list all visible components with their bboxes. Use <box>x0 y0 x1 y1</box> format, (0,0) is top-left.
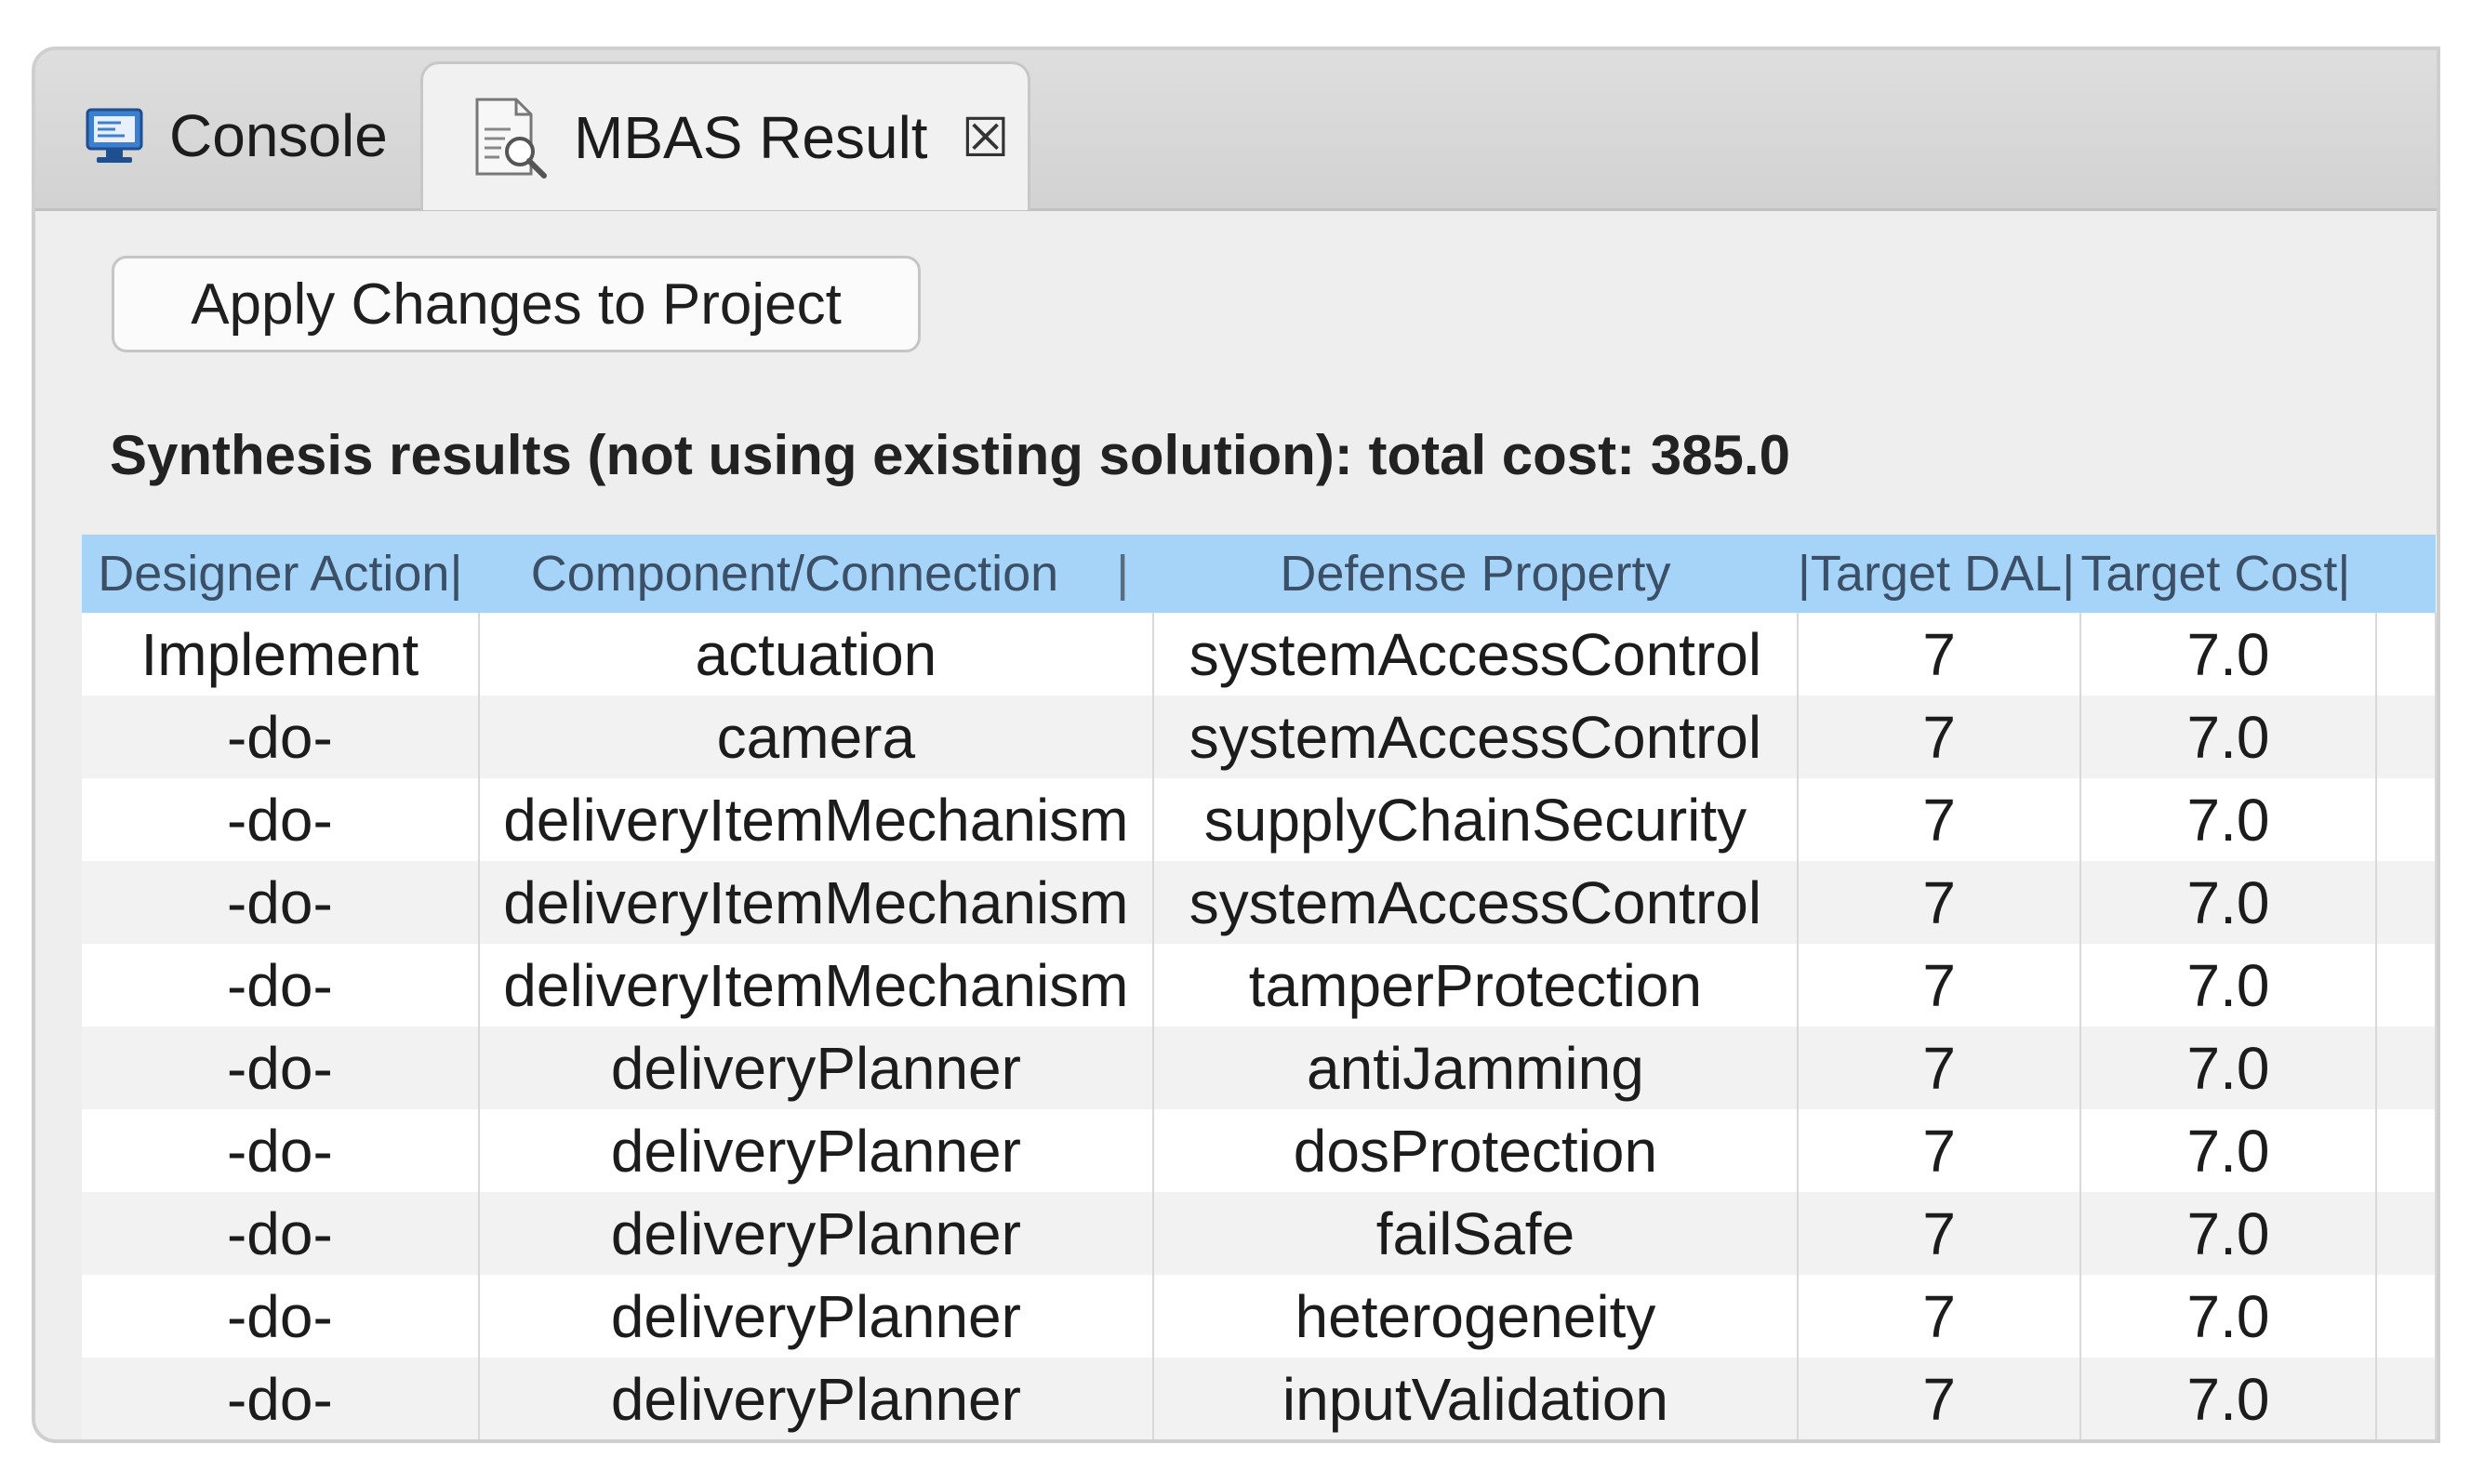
cell-defense-property: systemAccessControl <box>1152 861 1799 944</box>
cell-target-dal: 7 <box>1797 1027 2082 1109</box>
table-row[interactable]: -do- deliveryPlanner failSafe 7 7.0 <box>82 1192 2437 1275</box>
cell-filler <box>2375 1027 2437 1109</box>
cell-filler <box>2375 1275 2437 1358</box>
cell-filler <box>2375 1192 2437 1275</box>
results-table-container[interactable]: Designer Action| Component/Connection | D… <box>82 535 2437 1439</box>
console-icon <box>84 106 145 166</box>
column-header-designer-action[interactable]: Designer Action| <box>82 535 479 613</box>
cell-target-dal: 7 <box>1797 613 2082 696</box>
cell-target-cost: 7.0 <box>2080 1192 2377 1275</box>
cell-target-cost: 7.0 <box>2080 1109 2377 1192</box>
cell-designer-action: -do- <box>82 696 480 778</box>
result-content: Apply Changes to Project Synthesis resul… <box>35 211 2437 1439</box>
cell-target-cost: 7.0 <box>2080 613 2377 696</box>
table-row[interactable]: -do- deliveryItemMechanism supplyChainSe… <box>82 778 2437 861</box>
tab-console-label: Console <box>169 102 388 169</box>
column-header-target-cost-label: Target Cost| <box>2080 546 2351 602</box>
synthesis-summary: Synthesis results (not using existing so… <box>110 424 1790 486</box>
table-row[interactable]: -do- deliveryPlanner antiJamming 7 7.0 <box>82 1027 2437 1109</box>
cell-component: deliveryPlanner <box>478 1027 1154 1109</box>
tab-console[interactable]: Console <box>45 63 426 208</box>
column-header-component[interactable]: Component/Connection | <box>478 535 1153 613</box>
cell-component: deliveryPlanner <box>478 1358 1154 1439</box>
cell-component: camera <box>478 696 1154 778</box>
tab-mbas-result[interactable]: MBAS Result ☒ <box>420 61 1030 210</box>
cell-component: deliveryPlanner <box>478 1275 1154 1358</box>
cell-component: deliveryItemMechanism <box>478 861 1154 944</box>
cell-defense-property: inputValidation <box>1152 1358 1799 1439</box>
close-tab-icon[interactable]: ☒ <box>961 107 1010 168</box>
cell-component: deliveryPlanner <box>478 1192 1154 1275</box>
cell-target-cost: 7.0 <box>2080 944 2377 1027</box>
cell-designer-action: -do- <box>82 944 480 1027</box>
cell-designer-action: Implement <box>82 613 480 696</box>
column-header-defense-property-label: Defense Property <box>1280 546 1671 602</box>
cell-filler <box>2375 944 2437 1027</box>
column-header-target-dal[interactable]: |Target DAL| <box>1797 535 2081 613</box>
cell-target-cost: 7.0 <box>2080 696 2377 778</box>
cell-target-cost: 7.0 <box>2080 861 2377 944</box>
table-row[interactable]: -do- deliveryPlanner inputValidation 7 7… <box>82 1358 2437 1439</box>
table-row[interactable]: Implement actuation systemAccessControl … <box>82 613 2437 696</box>
cell-defense-property: antiJamming <box>1152 1027 1799 1109</box>
mbas-result-view: Console MBAS Result ☒ Apply Changes to P… <box>32 46 2440 1443</box>
cell-defense-property: systemAccessControl <box>1152 696 1799 778</box>
cell-defense-property: heterogeneity <box>1152 1275 1799 1358</box>
view-tab-bar: Console MBAS Result ☒ <box>35 50 2437 211</box>
cell-defense-property: tamperProtection <box>1152 944 1799 1027</box>
cell-designer-action: -do- <box>82 1109 480 1192</box>
table-row[interactable]: -do- deliveryPlanner dosProtection 7 7.0 <box>82 1109 2437 1192</box>
column-header-target-cost[interactable]: Target Cost| <box>2080 535 2376 613</box>
cell-target-dal: 7 <box>1797 1275 2082 1358</box>
table-row[interactable]: -do- camera systemAccessControl 7 7.0 <box>82 696 2437 778</box>
cell-designer-action: -do- <box>82 1358 480 1439</box>
column-header-component-label: Component/Connection <box>530 546 1059 602</box>
column-header-target-dal-label: |Target DAL| <box>1797 546 2076 602</box>
tab-mbas-result-label: MBAS Result <box>574 103 928 171</box>
cell-designer-action: -do- <box>82 861 480 944</box>
column-header-defense-property[interactable]: Defense Property <box>1152 535 1798 613</box>
cell-target-dal: 7 <box>1797 1358 2082 1439</box>
table-row[interactable]: -do- deliveryItemMechanism systemAccessC… <box>82 861 2437 944</box>
cell-filler <box>2375 778 2437 861</box>
cell-target-dal: 7 <box>1797 861 2082 944</box>
cell-defense-property: systemAccessControl <box>1152 613 1799 696</box>
table-row[interactable]: -do- deliveryItemMechanism tamperProtect… <box>82 944 2437 1027</box>
cell-target-dal: 7 <box>1797 696 2082 778</box>
cell-designer-action: -do- <box>82 1275 480 1358</box>
cell-target-dal: 7 <box>1797 944 2082 1027</box>
cell-component: actuation <box>478 613 1154 696</box>
cell-defense-property: supplyChainSecurity <box>1152 778 1799 861</box>
results-table: Designer Action| Component/Connection | D… <box>82 535 2437 1439</box>
result-report-icon <box>470 96 550 179</box>
cell-filler <box>2375 1358 2437 1439</box>
cell-target-cost: 7.0 <box>2080 1358 2377 1439</box>
cell-target-dal: 7 <box>1797 1192 2082 1275</box>
cell-component: deliveryItemMechanism <box>478 778 1154 861</box>
cell-filler <box>2375 613 2437 696</box>
cell-filler <box>2375 861 2437 944</box>
cell-component: deliveryPlanner <box>478 1109 1154 1192</box>
cell-target-cost: 7.0 <box>2080 1275 2377 1358</box>
column-header-filler <box>2375 535 2436 613</box>
table-row[interactable]: -do- deliveryPlanner heterogeneity 7 7.0 <box>82 1275 2437 1358</box>
apply-changes-button[interactable]: Apply Changes to Project <box>112 256 921 352</box>
cell-designer-action: -do- <box>82 1027 480 1109</box>
cell-defense-property: dosProtection <box>1152 1109 1799 1192</box>
cell-target-dal: 7 <box>1797 778 2082 861</box>
column-header-designer-action-label: Designer Action| <box>98 546 463 602</box>
cell-target-cost: 7.0 <box>2080 1027 2377 1109</box>
column-separator: | <box>1116 546 1130 602</box>
cell-defense-property: failSafe <box>1152 1192 1799 1275</box>
table-header-row: Designer Action| Component/Connection | D… <box>82 535 2436 613</box>
cell-filler <box>2375 696 2437 778</box>
cell-component: deliveryItemMechanism <box>478 944 1154 1027</box>
cell-designer-action: -do- <box>82 1192 480 1275</box>
cell-target-dal: 7 <box>1797 1109 2082 1192</box>
cell-target-cost: 7.0 <box>2080 778 2377 861</box>
cell-designer-action: -do- <box>82 778 480 861</box>
cell-filler <box>2375 1109 2437 1192</box>
